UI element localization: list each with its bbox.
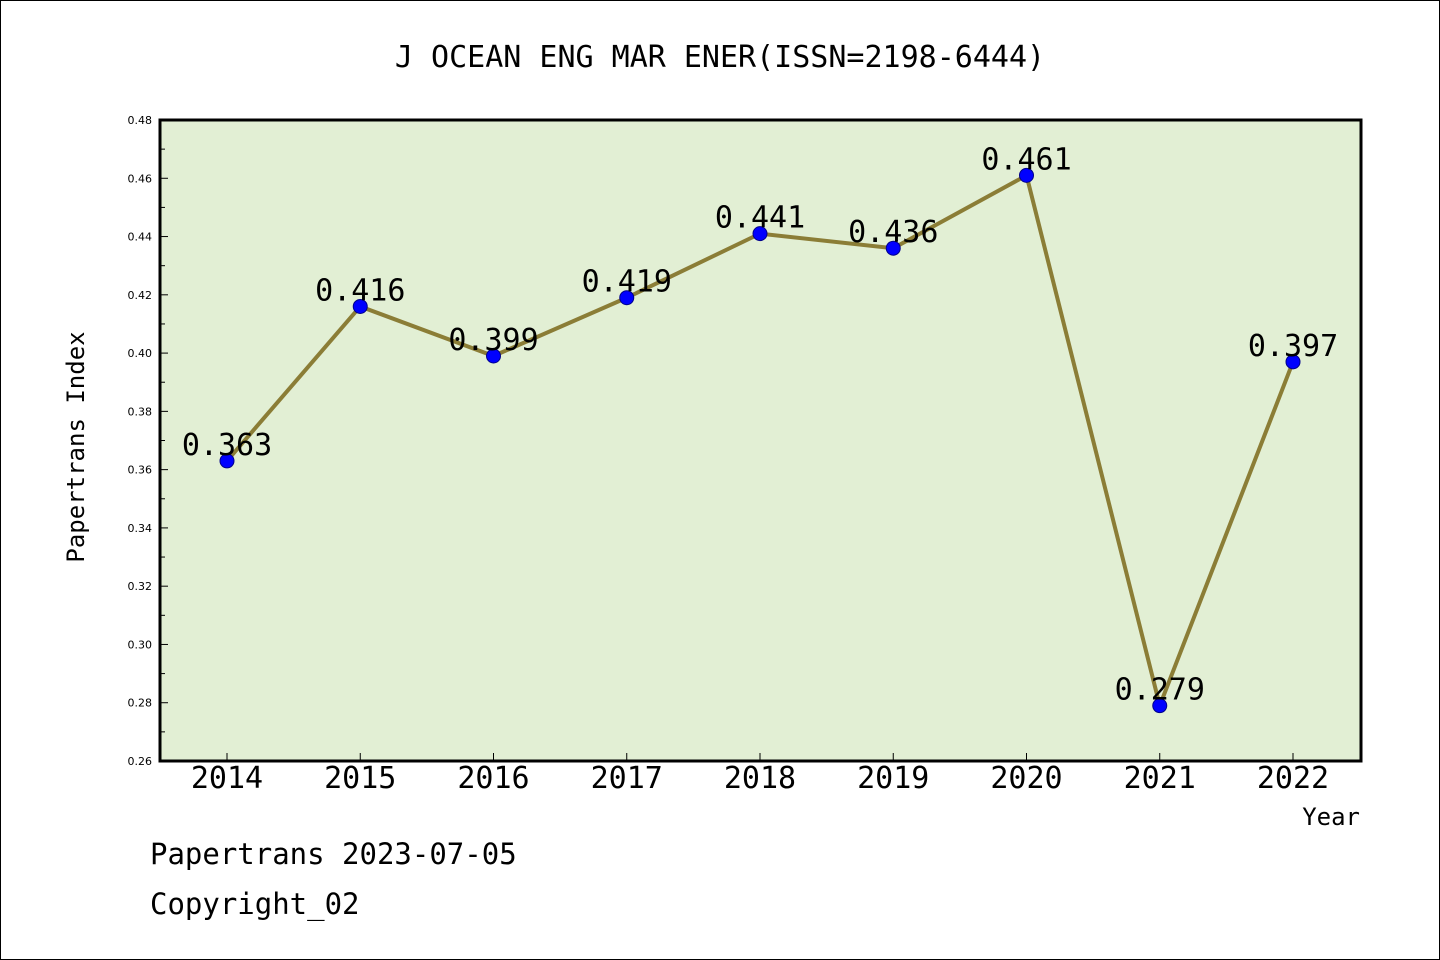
y-axis: 0.26 0.28 0.30 0.32 0.34 0.36 0.38 0.40 0.42 0.44… [128,114,168,768]
y-tick-label: 0.36 [128,464,153,477]
x-tick-label: 2021 [1124,761,1196,796]
y-tick-label: 0.34 [128,522,153,535]
data-point [1152,698,1168,714]
chart-title: J OCEAN ENG MAR ENER(ISSN=2198-6444) [395,40,1045,75]
data-labels-group: 0.363 0.416 0.399 0.419 0.441 0.436 0.461 0.279… [182,142,1338,707]
y-tick-label: 0.30 [128,638,153,651]
y-tick-label: 0.48 [128,114,153,127]
y-axis-label: Papertrans Index [62,331,90,562]
x-tick-label: 2018 [724,761,796,796]
data-point [352,298,368,314]
data-point [752,226,768,242]
x-tick-label: 2022 [1257,761,1329,796]
markers-group [219,167,1301,714]
data-label: 0.436 [848,215,938,250]
footer-copyright: Copyright_02 [150,887,360,922]
y-tick-label: 0.32 [128,580,153,593]
y-tick-label: 0.42 [128,289,153,302]
data-label: 0.279 [1115,673,1205,708]
data-point [1285,354,1301,370]
data-label: 0.397 [1248,329,1338,364]
y-tick-label: 0.44 [128,231,153,244]
data-point [619,290,635,306]
x-tick-label: 2015 [324,761,396,796]
data-label: 0.461 [981,142,1071,177]
y-tick-label: 0.28 [128,697,153,710]
y-tick-label: 0.26 [128,755,153,768]
x-axis: 2014 2015 2016 2017 2018 2019 2020 2021 2022 [191,753,1329,796]
y-tick-label: 0.46 [128,172,153,185]
x-tick-label: 2017 [591,761,663,796]
data-label: 0.441 [715,201,805,236]
data-point [1019,167,1034,183]
x-axis-label: Year [1302,803,1360,831]
x-tick-label: 2016 [457,761,529,796]
y-tick-label: 0.40 [128,347,153,360]
x-tick-label: 2014 [191,761,263,796]
data-label: 0.419 [582,265,672,300]
data-point [219,453,235,469]
data-label: 0.416 [315,273,405,308]
x-tick-label: 2020 [990,761,1062,796]
data-label: 0.363 [182,428,272,463]
data-point [885,240,901,256]
x-tick-label: 2019 [857,761,929,796]
footer-date: Papertrans 2023-07-05 [150,837,517,871]
data-label: 0.399 [448,323,538,358]
y-tick-label: 0.38 [128,405,153,418]
data-point [486,348,501,364]
